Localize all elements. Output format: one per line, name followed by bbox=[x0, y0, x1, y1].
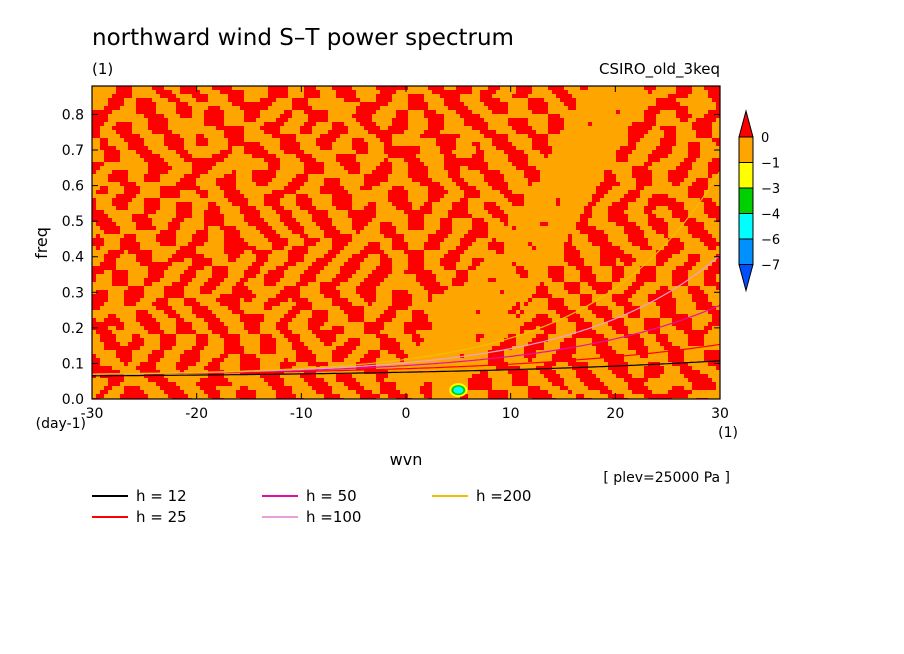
colorbar-label: −1 bbox=[761, 157, 780, 172]
y-tick-label: 0.1 bbox=[62, 356, 84, 372]
colorbar-top-arrow bbox=[738, 109, 754, 138]
x-tick-label: -10 bbox=[290, 406, 313, 422]
legend-label-h200: h =200 bbox=[476, 487, 531, 505]
colorbar-label: −4 bbox=[761, 208, 780, 223]
y-tick-label: 0.4 bbox=[62, 250, 84, 266]
colorbar-segment bbox=[738, 187, 754, 214]
x-tick-label: 30 bbox=[711, 406, 729, 422]
y-tick-label: 0.7 bbox=[62, 143, 84, 159]
colorbar-label: −7 bbox=[761, 259, 780, 274]
curve-legend: h = 12 h = 25 h = 50 h =100 h =200 bbox=[92, 487, 531, 526]
x-tick-label: -20 bbox=[185, 406, 208, 422]
x-axis-unit: (1) bbox=[718, 425, 738, 441]
colorbar-segment bbox=[738, 238, 754, 265]
curve-h200 bbox=[92, 170, 720, 375]
feature-core-cyan bbox=[453, 386, 464, 394]
x-tick-label: 10 bbox=[502, 406, 520, 422]
chart-title: northward wind S–T power spectrum bbox=[92, 25, 514, 51]
chart-subtitle-right: CSIRO_old_3keq bbox=[599, 60, 720, 79]
legend-label-h25: h = 25 bbox=[136, 508, 187, 526]
legend-label-h100: h =100 bbox=[306, 508, 361, 526]
curve-h12 bbox=[92, 360, 720, 377]
pressure-note: [ plev=25000 Pa ] bbox=[603, 470, 730, 486]
y-tick-label: 0.2 bbox=[62, 321, 84, 337]
colorbar-segment bbox=[738, 162, 754, 189]
colorbar: 0 −1 −3 −4 −6 −7 bbox=[738, 109, 780, 293]
plot-area bbox=[91, 85, 721, 400]
y-tick-label: 0.3 bbox=[62, 285, 84, 301]
y-axis: 0.0 0.1 0.2 0.3 0.4 0.5 0.6 0.7 0.8 bbox=[62, 107, 720, 408]
y-axis-label: freq bbox=[32, 227, 51, 259]
legend-label-h50: h = 50 bbox=[306, 487, 357, 505]
x-tick-label: 20 bbox=[606, 406, 624, 422]
x-tick-label: 0 bbox=[402, 406, 411, 422]
colorbar-bottom-arrow bbox=[738, 264, 754, 293]
colorbar-segment bbox=[738, 136, 754, 163]
chart-subtitle-left: (1) bbox=[92, 60, 113, 78]
colorbar-label: 0 bbox=[761, 131, 769, 146]
y-tick-label: 0.6 bbox=[62, 179, 84, 195]
y-tick-label: 0.0 bbox=[62, 392, 84, 408]
colorbar-segment bbox=[738, 213, 754, 240]
x-axis: -30 -20 -10 0 10 20 30 bbox=[81, 86, 729, 422]
x-axis-label: wvn bbox=[390, 450, 423, 469]
dispersion-curves bbox=[92, 170, 720, 377]
y-tick-label: 0.8 bbox=[62, 107, 84, 123]
x-tick-label: -30 bbox=[81, 406, 104, 422]
y-axis-unit: (day-1) bbox=[36, 416, 86, 432]
colorbar-label: −3 bbox=[761, 182, 780, 197]
legend-label-h12: h = 12 bbox=[136, 487, 187, 505]
y-tick-label: 0.5 bbox=[62, 214, 84, 230]
colorbar-label: −6 bbox=[761, 233, 780, 248]
